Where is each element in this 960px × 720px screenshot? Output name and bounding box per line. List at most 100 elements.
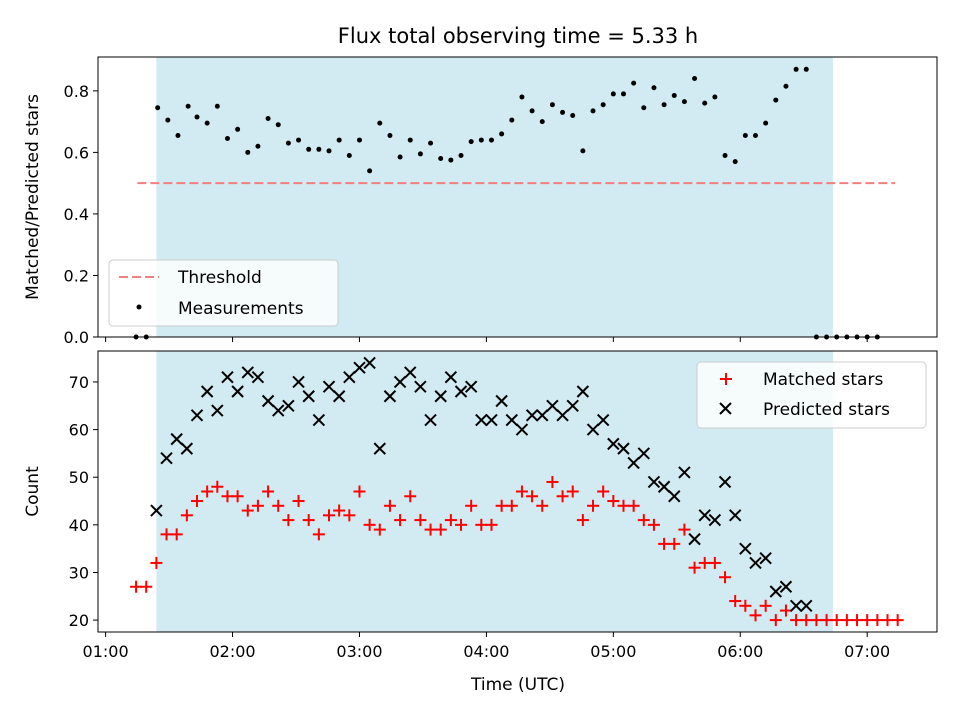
- ratio-legend: Threshold Measurements: [108, 259, 339, 327]
- measurement-point: [661, 102, 667, 108]
- measurement-point: [722, 152, 728, 158]
- matched-point: [708, 556, 721, 569]
- ratio-plot-frame: [97, 56, 938, 338]
- measurement-point: [285, 140, 291, 146]
- matched-point: [668, 537, 681, 550]
- matched-point: [769, 614, 782, 627]
- legend-matched-swatch: [720, 373, 732, 385]
- measurement-point: [377, 120, 383, 126]
- legend-predicted-swatch: [719, 402, 732, 415]
- matched-point: [251, 499, 264, 512]
- matched-point: [160, 528, 173, 541]
- measurement-point: [214, 103, 220, 109]
- predicted-point: [637, 447, 651, 460]
- matched-point: [292, 495, 305, 508]
- predicted-point: [424, 413, 437, 427]
- count-x-axis-label: Time (UTC): [470, 675, 565, 695]
- predicted-point: [536, 409, 549, 422]
- measurement-point: [306, 146, 312, 152]
- predicted-point: [373, 442, 386, 455]
- predicted-point: [282, 399, 295, 412]
- matched-point: [526, 490, 539, 503]
- legend-measurements-swatch: [136, 304, 142, 310]
- matched-point: [383, 499, 396, 512]
- y-tick-label: 40: [69, 516, 89, 535]
- measurement-point: [783, 83, 789, 89]
- matched-point: [282, 514, 295, 527]
- matched-point: [637, 514, 650, 527]
- matched-point: [394, 514, 407, 527]
- matched-point: [455, 518, 468, 531]
- measurement-point: [580, 148, 586, 154]
- measurement-point: [773, 97, 779, 103]
- predicted-point: [160, 451, 173, 465]
- measurement-point: [224, 136, 230, 142]
- predicted-point: [698, 509, 711, 522]
- measurement-point: [732, 159, 738, 165]
- x-tick-label: 05:00: [590, 642, 636, 661]
- predicted-point: [332, 390, 346, 403]
- measurement-point: [529, 108, 535, 114]
- measurement-point: [346, 152, 352, 158]
- predicted-point: [495, 394, 508, 408]
- matched-point: [221, 490, 234, 503]
- predicted-point: [404, 366, 417, 379]
- measurement-point: [549, 102, 555, 108]
- predicted-point: [647, 475, 661, 489]
- measurement-point: [448, 157, 454, 163]
- measurement-point: [560, 109, 566, 115]
- matched-point: [414, 514, 427, 527]
- ratio-y-axis: 0.0 0.2 0.4 0.6 0.8: [64, 82, 98, 347]
- predicted-point: [454, 385, 468, 398]
- matched-point: [505, 499, 518, 512]
- predicted-point: [779, 580, 793, 593]
- x-tick-label: 03:00: [336, 642, 382, 661]
- predicted-point: [576, 385, 590, 398]
- predicted-point: [180, 442, 194, 455]
- predicted-point: [292, 375, 305, 389]
- matched-point: [312, 528, 325, 541]
- predicted-point: [211, 404, 224, 417]
- ratio-plot-area: [133, 66, 896, 340]
- measurement-point: [620, 91, 626, 97]
- matched-point: [810, 614, 823, 627]
- measurement-point: [245, 149, 251, 155]
- predicted-point: [353, 361, 366, 374]
- measurement-point: [326, 148, 332, 154]
- measurement-point: [641, 105, 647, 111]
- matched-point: [790, 614, 803, 627]
- legend-matched-label: Matched stars: [763, 370, 883, 390]
- y-tick-label: 30: [69, 563, 89, 582]
- legend-measurements-label: Measurements: [178, 299, 304, 319]
- predicted-point: [759, 551, 772, 565]
- measurement-point: [165, 117, 171, 123]
- matched-point: [333, 504, 346, 517]
- chart-title: Flux total observing time = 5.33 h: [338, 24, 698, 48]
- predicted-point: [718, 475, 732, 489]
- predicted-point: [586, 423, 600, 436]
- matched-point: [820, 614, 833, 627]
- ratio-y-axis-label: Matched/Predicted stars: [23, 94, 43, 300]
- matched-point: [465, 499, 478, 512]
- matched-point: [353, 485, 366, 498]
- predicted-point: [444, 370, 458, 384]
- matched-point: [688, 561, 701, 574]
- y-tick-label: 0.6: [64, 143, 89, 162]
- measurement-point: [478, 137, 484, 143]
- measurement-point: [692, 76, 698, 82]
- measurement-point: [631, 80, 637, 86]
- predicted-point: [657, 480, 671, 493]
- x-tick-label: 04:00: [463, 642, 509, 661]
- matched-point: [607, 495, 620, 508]
- count-panel: 20 30 40 50 60 70 01:00 02:00 03:00 04:00 05:00 06…: [23, 350, 938, 695]
- measurement-point: [255, 143, 261, 149]
- predicted-point: [617, 442, 630, 455]
- predicted-point: [800, 599, 813, 613]
- matched-point: [647, 518, 660, 531]
- ratio-legend-box: [108, 259, 339, 327]
- y-tick-label: 70: [69, 373, 89, 392]
- measurement-point: [356, 137, 362, 143]
- count-legend: Matched stars Predicted stars: [696, 361, 927, 429]
- predicted-point: [170, 432, 183, 446]
